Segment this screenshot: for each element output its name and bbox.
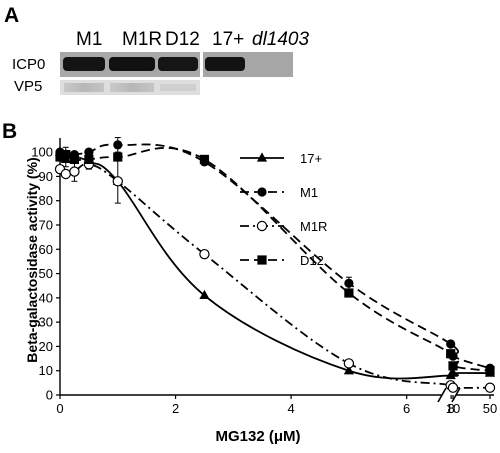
marker-filled-square xyxy=(344,288,354,298)
legend-label: 17+ xyxy=(300,151,322,166)
marker-filled-circle xyxy=(84,147,94,157)
panel-b-letter: B xyxy=(2,120,17,143)
marker-filled-square xyxy=(84,154,94,165)
icp0-band-d12 xyxy=(158,57,198,71)
series-3 xyxy=(55,146,495,376)
marker-triangle xyxy=(447,367,459,377)
vp5-blot xyxy=(60,80,200,95)
marker-open-circle xyxy=(256,220,268,232)
y-tick-label: 10 xyxy=(39,363,53,378)
row-label-vp5: VP5 xyxy=(14,78,42,95)
y-tick-label: 20 xyxy=(39,339,53,354)
marker-filled-square xyxy=(446,349,456,359)
lane-label-d12: D12 xyxy=(165,29,200,50)
marker-filled-circle xyxy=(446,339,456,349)
marker-filled-square xyxy=(448,361,458,371)
x-tick-label: 2 xyxy=(172,401,179,416)
series-1 xyxy=(55,140,495,373)
axis-break-mark xyxy=(437,387,447,403)
marker-filled-circle xyxy=(257,187,267,197)
x-axis-label: MG132 (μM) xyxy=(215,428,300,445)
lane-label-dl1403: dl1403 xyxy=(252,29,309,50)
marker-open-circle xyxy=(484,382,496,393)
marker-filled-square xyxy=(199,154,210,165)
marker-open-circle xyxy=(447,382,459,393)
marker-open-circle xyxy=(199,248,210,260)
series-line xyxy=(59,163,491,389)
vp5-band-m1 xyxy=(64,83,104,92)
marker-filled-circle xyxy=(344,278,354,288)
x-tick-label: 50 xyxy=(483,401,497,416)
series-2 xyxy=(54,159,496,393)
marker-filled-square xyxy=(257,255,267,265)
legend-label: D12 xyxy=(300,253,324,268)
marker-open-circle xyxy=(343,358,355,369)
y-tick-label: 0 xyxy=(46,388,53,403)
panel-a: A M1 M1R D12 17+ dl1403 ICP0 VP5 xyxy=(4,4,309,95)
marker-triangle xyxy=(256,152,268,162)
y-tick-label: 30 xyxy=(39,315,53,330)
x-tick-label: 6 xyxy=(403,401,410,416)
icp0-band-m1 xyxy=(63,57,105,71)
vp5-band-d12 xyxy=(160,84,196,91)
icp0-blot-right xyxy=(203,52,293,77)
marker-filled-square xyxy=(61,149,71,160)
marker-open-circle xyxy=(60,168,71,180)
vp5-band-m1r xyxy=(110,83,154,92)
chart-legend: 17+ M1 M1R D12 xyxy=(240,151,327,268)
y-tick-label: 40 xyxy=(39,290,53,305)
x-tick-label: 4 xyxy=(287,401,294,416)
marker-filled-square xyxy=(69,154,80,165)
lane-label-m1: M1 xyxy=(76,29,102,50)
marker-filled-circle xyxy=(113,140,123,150)
icp0-band-m1r xyxy=(109,57,155,71)
y-axis-label: Beta-galactosidase activity (%) xyxy=(24,157,40,362)
y-tick-label: 100 xyxy=(31,145,53,160)
x-tick-label: 8 xyxy=(448,401,455,416)
y-tick-label: 60 xyxy=(39,242,53,257)
x-tick-label: 0 xyxy=(56,401,63,416)
marker-filled-square xyxy=(113,152,123,162)
lane-label-17plus: 17+ xyxy=(212,29,244,50)
lane-label-m1r: M1R xyxy=(122,29,162,50)
axis-break-mark xyxy=(451,387,461,403)
icp0-band-17plus xyxy=(205,57,245,71)
series-line xyxy=(59,143,491,370)
chart-series xyxy=(54,137,496,393)
y-tick-label: 90 xyxy=(39,169,53,184)
series-line xyxy=(59,146,491,372)
icp0-blot xyxy=(60,52,200,77)
panel-a-letter: A xyxy=(4,4,19,27)
legend-label: M1 xyxy=(300,185,318,200)
marker-filled-square xyxy=(55,152,65,162)
marker-open-circle xyxy=(69,166,80,177)
marker-open-circle xyxy=(112,176,123,187)
x-tick-label: 10 xyxy=(446,401,460,416)
y-tick-label: 50 xyxy=(39,266,53,281)
row-label-icp0: ICP0 xyxy=(12,56,45,73)
panel-b: B Beta-galactosidase activity (%) MG132 … xyxy=(2,120,497,445)
marker-filled-square xyxy=(485,366,495,376)
marker-triangle xyxy=(343,365,354,375)
legend-label: M1R xyxy=(300,219,327,234)
chart-axes xyxy=(59,138,494,403)
marker-triangle xyxy=(199,289,210,300)
y-tick-label: 70 xyxy=(39,218,53,233)
y-tick-label: 80 xyxy=(39,193,53,208)
